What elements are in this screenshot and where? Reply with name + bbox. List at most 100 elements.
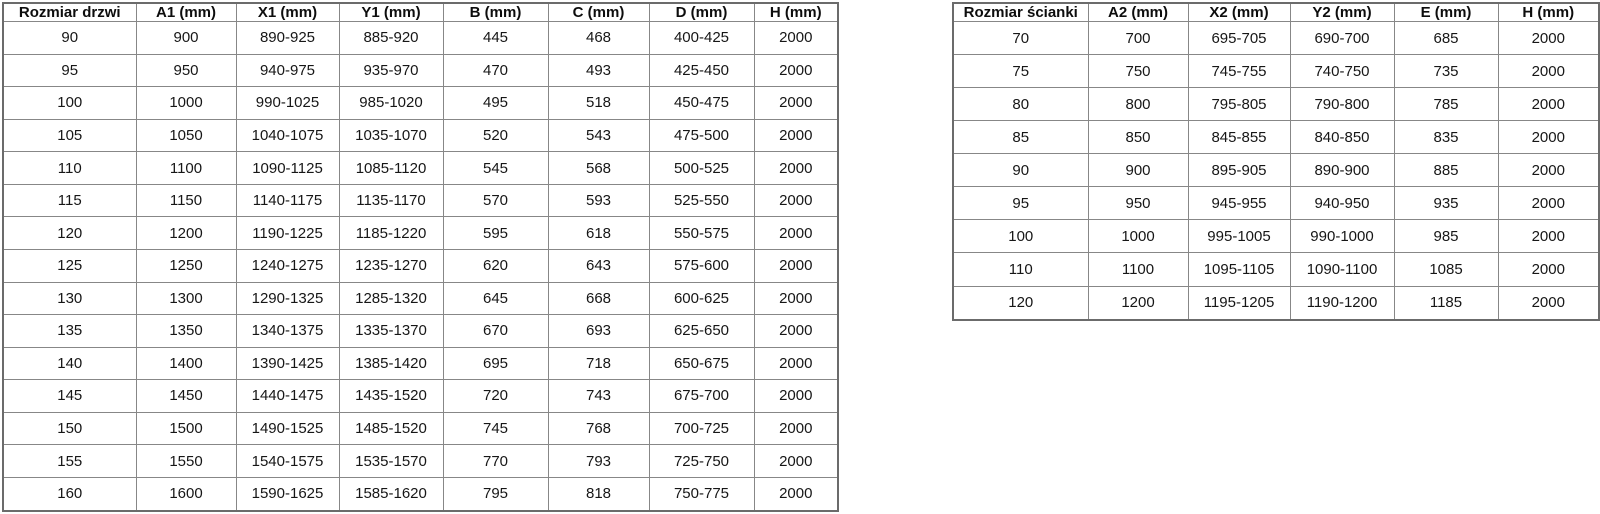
table-cell: 1035-1070 (338, 118, 444, 153)
wall-size-table: Rozmiar ścianki A2 (mm) X2 (mm) Y2 (mm) E (m… (952, 2, 1600, 321)
table-cell: 2000 (1497, 252, 1600, 287)
column-header: Y2 (mm) (1289, 2, 1395, 22)
table-cell: 895-905 (1187, 153, 1291, 188)
table-row: 130 1300 1290-1325 1285-1320 645 668 600-625 20… (2, 281, 839, 316)
table-row: 135 1350 1340-1375 1335-1370 670 693 625-650 20… (2, 314, 839, 348)
table-cell: 890-925 (235, 21, 340, 55)
table-cell: 1150 (135, 183, 237, 218)
table-cell: 1185-1220 (338, 216, 444, 250)
table-cell: 1385-1420 (338, 346, 444, 381)
table-cell: 500-525 (648, 151, 755, 185)
table-cell: 70 (952, 20, 1089, 56)
table-row: 110 1100 1095-1105 1090-1100 1085 2000 (952, 252, 1600, 287)
table-cell: 1550 (135, 444, 237, 478)
table-cell: 95 (2, 53, 137, 88)
table-cell: 550-575 (648, 216, 755, 250)
table-row: 120 1200 1190-1225 1185-1220 595 618 550-575 20… (2, 216, 839, 250)
table-cell: 1100 (135, 151, 237, 185)
table-cell: 575-600 (648, 248, 755, 283)
table-cell: 743 (547, 379, 650, 413)
table-cell: 495 (442, 86, 549, 120)
table-cell: 985 (1393, 219, 1499, 254)
table-cell: 2000 (1497, 54, 1600, 89)
header-row: Rozmiar drzwi A1 (mm) X1 (mm) Y1 (mm) B (mm)… (2, 2, 839, 22)
column-header: X1 (mm) (235, 2, 340, 22)
table-cell: 425-450 (648, 53, 755, 88)
table-cell: 475-500 (648, 118, 755, 153)
table-cell: 1300 (135, 281, 237, 316)
table-cell: 625-650 (648, 314, 755, 348)
table-cell: 2000 (1497, 20, 1600, 56)
table-cell: 2000 (753, 476, 839, 512)
table-cell: 470 (442, 53, 549, 88)
table-cell: 2000 (753, 248, 839, 283)
table-cell: 768 (547, 411, 650, 446)
table-cell: 1250 (135, 248, 237, 283)
table-cell: 950 (135, 53, 237, 88)
column-header: Rozmiar drzwi (2, 2, 137, 22)
table-row: 110 1100 1090-1125 1085-1120 545 568 500-525 20… (2, 151, 839, 185)
table-cell: 1600 (135, 476, 237, 512)
table-cell: 450-475 (648, 86, 755, 120)
table-cell: 543 (547, 118, 650, 153)
table-cell: 668 (547, 281, 650, 316)
table-cell: 718 (547, 346, 650, 381)
table-cell: 1240-1275 (235, 248, 340, 283)
table-cell: 1000 (1087, 219, 1189, 254)
table-cell: 990-1025 (235, 86, 340, 120)
table-cell: 800 (1087, 87, 1189, 122)
table-cell: 890-900 (1289, 153, 1395, 188)
table-cell: 2000 (753, 53, 839, 88)
table-cell: 700-725 (648, 411, 755, 446)
table-cell: 1000 (135, 86, 237, 120)
table-cell: 1540-1575 (235, 444, 340, 478)
table-cell: 695-705 (1187, 20, 1291, 56)
table-row: 155 1550 1540-1575 1535-1570 770 793 725-750 20… (2, 444, 839, 478)
table-cell: 100 (952, 219, 1089, 254)
table-cell: 1100 (1087, 252, 1189, 287)
table-cell: 1450 (135, 379, 237, 413)
table-row: 70 700 695-705 690-700 685 2000 (952, 20, 1600, 56)
table-cell: 135 (2, 314, 137, 348)
table-cell: 795-805 (1187, 87, 1291, 122)
table-cell: 1585-1620 (338, 476, 444, 512)
table-cell: 750-775 (648, 476, 755, 512)
table-cell: 940-950 (1289, 186, 1395, 221)
column-header: X2 (mm) (1187, 2, 1291, 22)
table-cell: 2000 (753, 151, 839, 185)
table-cell: 950 (1087, 186, 1189, 221)
table-cell: 2000 (753, 86, 839, 120)
table-cell: 1390-1425 (235, 346, 340, 381)
table-cell: 125 (2, 248, 137, 283)
table-cell: 1140-1175 (235, 183, 340, 218)
column-header: H (mm) (1497, 2, 1600, 22)
table-row: 75 750 745-755 740-750 735 2000 (952, 54, 1600, 89)
table-cell: 750 (1087, 54, 1189, 89)
table-cell: 145 (2, 379, 137, 413)
table-cell: 1350 (135, 314, 237, 348)
table-cell: 545 (442, 151, 549, 185)
table-cell: 155 (2, 444, 137, 478)
column-header: A1 (mm) (135, 2, 237, 22)
table-cell: 1090-1125 (235, 151, 340, 185)
table-cell: 1485-1520 (338, 411, 444, 446)
table-cell: 1195-1205 (1187, 285, 1291, 321)
table-cell: 1040-1075 (235, 118, 340, 153)
table-cell: 645 (442, 281, 549, 316)
table-cell: 740-750 (1289, 54, 1395, 89)
table-cell: 130 (2, 281, 137, 316)
table-cell: 945-955 (1187, 186, 1291, 221)
header-row: Rozmiar ścianki A2 (mm) X2 (mm) Y2 (mm) E (m… (952, 2, 1600, 22)
table-cell: 835 (1393, 120, 1499, 155)
table-cell: 1095-1105 (1187, 252, 1291, 287)
table-cell: 790-800 (1289, 87, 1395, 122)
table-row: 145 1450 1440-1475 1435-1520 720 743 675-700 20… (2, 379, 839, 413)
table-row: 90 900 895-905 890-900 885 2000 (952, 153, 1600, 188)
table-cell: 935-970 (338, 53, 444, 88)
table-cell: 2000 (753, 216, 839, 250)
table-cell: 793 (547, 444, 650, 478)
table-cell: 745 (442, 411, 549, 446)
column-header: H (mm) (753, 2, 839, 22)
table-cell: 940-975 (235, 53, 340, 88)
table-cell: 745-755 (1187, 54, 1291, 89)
